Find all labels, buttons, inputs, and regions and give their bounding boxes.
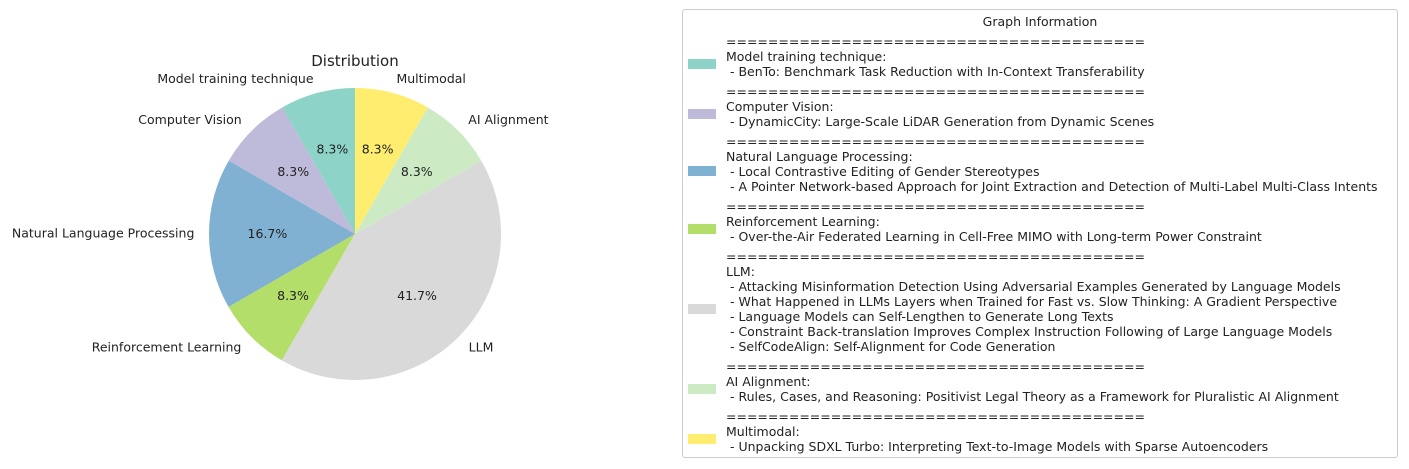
legend-separator: ======================================== — [726, 199, 1145, 214]
legend-paper-title: - Unpacking SDXL Turbo: Interpreting Tex… — [726, 439, 1269, 454]
legend-category: AI Alignment: — [726, 374, 811, 389]
legend-text: ========================================… — [726, 134, 1378, 194]
pie-percent-label: 8.3% — [277, 288, 309, 303]
pie-percent-label: 8.3% — [277, 164, 309, 179]
legend-separator: ======================================== — [726, 359, 1145, 374]
pie-category-label: Reinforcement Learning — [92, 339, 242, 354]
pie-slice-computer-vision — [228, 107, 355, 234]
legend-paper-title: - Constraint Back-translation Improves C… — [726, 324, 1333, 339]
pie-slice-ai-alignment — [355, 107, 482, 234]
legend-entry: ========================================… — [683, 359, 1397, 404]
legend-paper-title: - DynamicCity: Large-Scale LiDAR Generat… — [726, 114, 1155, 129]
legend-category: Reinforcement Learning: — [726, 214, 880, 229]
pie-slice-natural-language-processing — [208, 160, 355, 307]
legend-swatch — [688, 433, 716, 444]
legend-paper-title: - Local Contrastive Editing of Gender St… — [726, 164, 1040, 179]
legend-swatch — [688, 383, 716, 394]
legend-category: Computer Vision: — [726, 99, 834, 114]
pie-slices — [208, 88, 501, 380]
legend-text: ========================================… — [726, 34, 1145, 79]
legend-category: Natural Language Processing: — [726, 149, 913, 164]
pie-category-label: Multimodal — [396, 71, 465, 86]
legend-entry: ========================================… — [683, 84, 1397, 129]
legend-paper-title: - Language Models can Self-Lengthen to G… — [726, 309, 1114, 324]
legend-paper-title: - Over-the-Air Federated Learning in Cel… — [726, 229, 1262, 244]
legend-category: LLM: — [726, 264, 755, 279]
legend-entry: ========================================… — [683, 134, 1397, 194]
pie-percent-label: 8.3% — [317, 141, 349, 156]
legend-separator: ======================================== — [726, 409, 1145, 424]
legend-entry: ========================================… — [683, 409, 1397, 454]
pie-slice-multimodal — [355, 88, 428, 234]
pie-slice-reinforcement-learning — [228, 234, 355, 361]
legend-text: ========================================… — [726, 84, 1154, 129]
legend-paper-title: - SelfCodeAlign: Self-Alignment for Code… — [726, 339, 1056, 354]
legend-paper-title: - Attacking Misinformation Detection Usi… — [726, 279, 1341, 294]
pie-percent-label: 8.3% — [362, 141, 394, 156]
legend-entry: ========================================… — [683, 249, 1397, 354]
pie-percent-label: 16.7% — [248, 226, 288, 241]
pie-percent-label: 41.7% — [397, 288, 437, 303]
legend-paper-title: - What Happened in LLMs Layers when Trai… — [726, 294, 1338, 309]
pie-category-label: Computer Vision — [138, 112, 241, 127]
legend-title: Graph Information — [982, 14, 1098, 29]
legend-entry: ========================================… — [683, 199, 1397, 244]
legend-swatch — [688, 108, 716, 119]
pie-slice-model-training-technique — [282, 88, 355, 234]
legend-paper-title: - BenTo: Benchmark Task Reduction with I… — [726, 64, 1145, 79]
legend: Graph Information ======================… — [682, 9, 1398, 458]
pie-percent-label: 8.3% — [401, 164, 433, 179]
pie-labels: 8.3% Model training technique 8.3% Computer… — [12, 71, 549, 355]
legend-text: ========================================… — [726, 409, 1268, 454]
pie-category-label: Model training technique — [157, 71, 314, 86]
legend-text: ========================================… — [726, 249, 1341, 354]
legend-swatch — [688, 223, 716, 234]
pie-chart: Distribution 8.3% Model training techniqu… — [12, 52, 549, 380]
pie-slice-llm — [281, 160, 501, 380]
legend-separator: ======================================== — [726, 84, 1145, 99]
pie-category-label: AI Alignment — [468, 112, 548, 127]
legend-entry: ========================================… — [683, 34, 1397, 79]
legend-swatch — [688, 303, 716, 314]
legend-swatch — [688, 166, 716, 176]
legend-paper-title: - A Pointer Network-based Approach for J… — [726, 179, 1378, 194]
legend-category: Multimodal: — [726, 424, 800, 439]
legend-separator: ======================================== — [726, 249, 1145, 264]
legend-text: ========================================… — [726, 199, 1262, 244]
chart-title: Distribution — [311, 52, 399, 70]
legend-paper-title: - Rules, Cases, and Reasoning: Positivis… — [726, 389, 1339, 404]
legend-separator: ======================================== — [726, 34, 1145, 49]
legend-separator: ======================================== — [726, 134, 1145, 149]
pie-category-label: Natural Language Processing — [12, 226, 195, 241]
legend-category: Model training technique: — [726, 49, 887, 64]
legend-swatch — [688, 58, 716, 69]
pie-category-label: LLM — [469, 339, 494, 354]
legend-text: ========================================… — [726, 359, 1339, 404]
